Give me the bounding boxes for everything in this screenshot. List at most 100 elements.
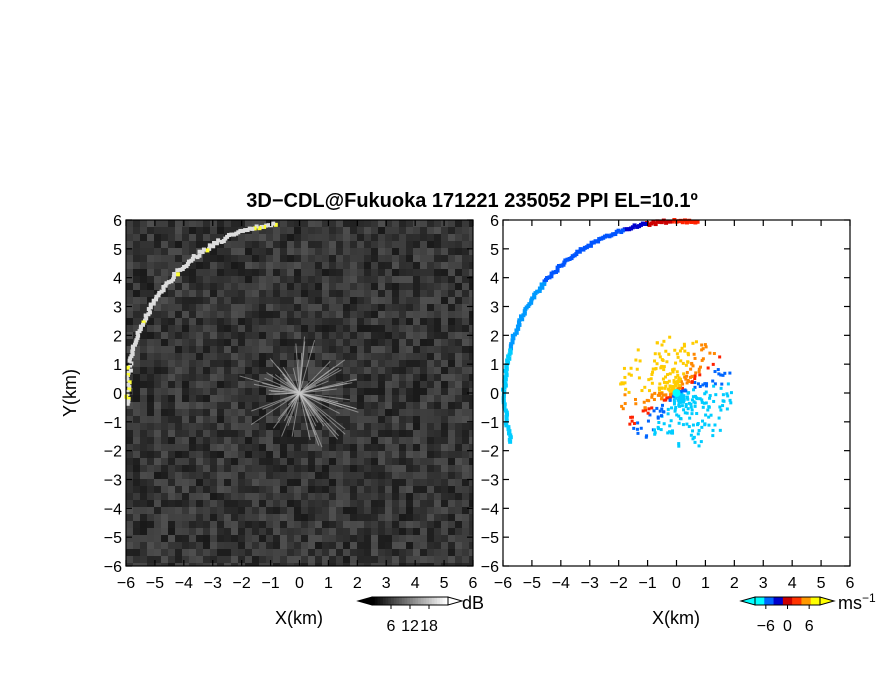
noise-cell [364,248,371,255]
noise-cell [196,535,203,542]
arc-pixel [205,248,210,253]
echo-ray [282,367,300,394]
noise-cell [420,325,427,332]
noise-cell [189,423,196,430]
noise-cell [322,556,329,563]
noise-cell [266,346,273,353]
noise-cell [266,465,273,472]
noise-cell [231,479,238,486]
echo-ray [264,377,300,394]
noise-cell [448,493,455,500]
noise-cell [266,549,273,556]
noise-cell [154,521,161,528]
arc-pixel [191,254,196,259]
noise-cell [343,549,350,556]
noise-cell [392,556,399,563]
noise-cell [161,360,168,367]
right-colorbar-segment [764,597,768,605]
noise-cell [406,493,413,500]
noise-cell [133,346,140,353]
velocity-arc-pixel [559,263,564,268]
noise-cell [357,269,364,276]
noise-cell [406,388,413,395]
noise-cell [301,346,308,353]
left-x-tick-label: −6 [117,575,135,592]
noise-cell [308,514,315,521]
noise-cell [294,479,301,486]
velocity-pixel [729,401,733,405]
noise-cell [469,381,473,388]
noise-cell [315,500,322,507]
noise-cell [329,227,336,234]
noise-cell [154,332,161,339]
velocity-pixel [672,380,676,384]
noise-cell [406,514,413,521]
noise-cell [217,381,224,388]
noise-cell [427,514,434,521]
noise-cell [203,514,210,521]
noise-cell [252,339,259,346]
right-x-tick-label: 2 [730,575,739,592]
noise-cell [210,563,217,566]
noise-cell [280,465,287,472]
noise-cell [273,353,280,360]
left-colorbar-segment [399,597,403,605]
noise-cell [427,458,434,465]
noise-cell [217,269,224,276]
noise-cell [420,367,427,374]
noise-cell [210,507,217,514]
noise-cell [231,318,238,325]
noise-cell [280,430,287,437]
noise-cell [147,220,154,227]
noise-cell [294,374,301,381]
noise-cell [147,297,154,304]
noise-cell [133,535,140,542]
noise-cell [231,493,238,500]
noise-cell [441,409,448,416]
noise-cell [182,220,189,227]
echo-ray [287,392,300,427]
noise-cell [238,395,245,402]
noise-cell [329,304,336,311]
noise-cell [210,423,217,430]
noise-cell [175,444,182,451]
noise-cell [329,507,336,514]
noise-cell [189,227,196,234]
noise-cell [434,542,441,549]
noise-cell [161,339,168,346]
velocity-pixel [683,411,687,415]
noise-cell [245,381,252,388]
noise-cell [434,332,441,339]
echo-ray [299,392,325,427]
velocity-pixel [685,411,689,415]
left-x-tick-label: −1 [261,575,279,592]
noise-cell [392,549,399,556]
noise-cell [420,444,427,451]
noise-cell [357,381,364,388]
noise-cell [343,535,350,542]
echo-ray [299,392,346,435]
noise-cell [154,262,161,269]
velocity-pixel [674,381,678,385]
noise-cell [350,514,357,521]
noise-cell [259,360,266,367]
noise-cell [420,556,427,563]
velocity-pixel [689,402,693,406]
echo-ray [299,392,357,410]
noise-cell [469,395,473,402]
noise-cell [238,479,245,486]
noise-cell [224,444,231,451]
right-colorbar-segment [755,597,758,605]
noise-cell [315,297,322,304]
noise-cell [371,248,378,255]
noise-cell [231,339,238,346]
right-colorbar-segment [817,597,821,605]
noise-cell [406,409,413,416]
noise-cell [189,297,196,304]
noise-cell [154,472,161,479]
noise-cell [399,444,406,451]
noise-cell [231,521,238,528]
noise-cell [189,528,196,535]
noise-cell [161,332,168,339]
noise-cell [336,507,343,514]
